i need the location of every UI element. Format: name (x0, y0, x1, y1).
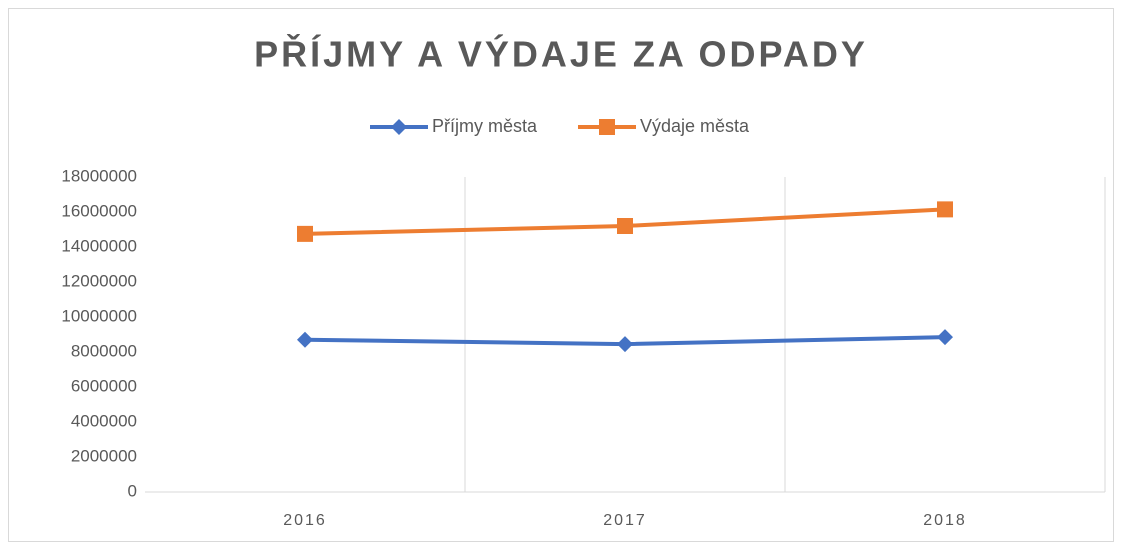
y-tick-label: 10000000 (61, 306, 137, 325)
y-tick-label: 6000000 (71, 376, 137, 395)
chart-title: PŘÍJMY A VÝDAJE ZA ODPADY (254, 33, 868, 75)
data-point (297, 225, 313, 242)
legend-label: Výdaje města (640, 116, 750, 136)
legend-marker (391, 119, 407, 135)
y-tick-label: 14000000 (61, 236, 137, 255)
x-tick-label: 2017 (603, 512, 647, 529)
data-point (937, 329, 953, 346)
y-tick-label: 2000000 (71, 446, 137, 465)
data-point (617, 336, 633, 353)
y-tick-label: 0 (128, 481, 137, 500)
y-tick-label: 16000000 (61, 201, 137, 220)
data-point (617, 218, 633, 234)
chart-border (8, 8, 1114, 542)
x-tick-label: 2016 (283, 512, 327, 529)
data-point (937, 201, 953, 218)
legend-label: Příjmy města (432, 116, 538, 136)
legend-marker (599, 119, 615, 135)
y-tick-label: 8000000 (71, 341, 137, 360)
y-tick-label: 12000000 (61, 271, 137, 290)
y-tick-label: 4000000 (71, 411, 137, 430)
data-point (297, 331, 313, 348)
x-tick-label: 2018 (923, 512, 967, 529)
y-tick-label: 18000000 (61, 166, 137, 185)
